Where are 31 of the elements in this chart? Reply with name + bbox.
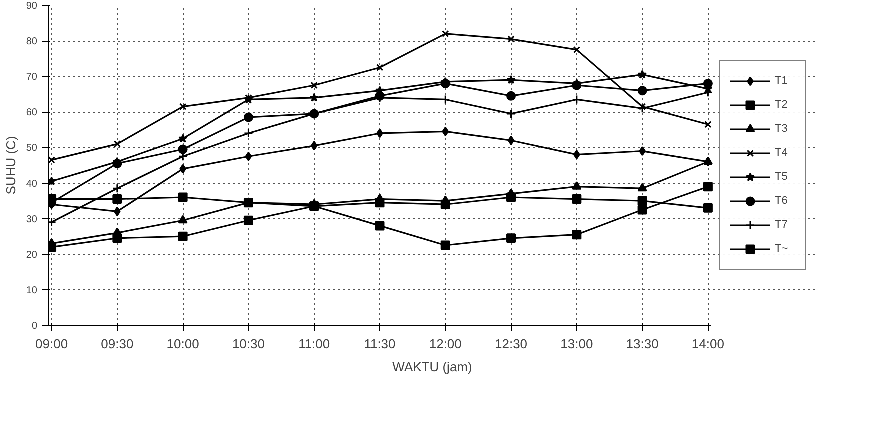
legend-label: T~ — [775, 243, 790, 255]
x-axis-title: WAKTU (jam) — [392, 360, 472, 374]
y-tick-label: 60 — [26, 108, 38, 119]
legend-label: T4 — [775, 147, 789, 159]
x-tick-label: 14:00 — [692, 336, 724, 352]
x-tick-label: 10:30 — [232, 336, 265, 352]
y-tick-label: 30 — [26, 214, 38, 226]
y-tick-label: 90 — [26, 1, 38, 12]
y-tick-label: 10 — [26, 285, 38, 296]
x-tick-label: 12:00 — [429, 336, 462, 352]
legend-label: T1 — [775, 75, 789, 87]
legend-label: T5 — [775, 171, 789, 183]
y-tick-label: 50 — [26, 143, 38, 154]
legend-label: T6 — [775, 195, 789, 207]
legend-label: T7 — [775, 219, 789, 231]
x-tick-label: 13:30 — [626, 336, 659, 352]
x-tick-label: 09:30 — [101, 336, 134, 352]
y-tick-label: 70 — [26, 72, 38, 84]
x-tick-label: 13:00 — [560, 336, 594, 352]
y-tick-label: 20 — [26, 250, 38, 261]
x-tick-label: 09:00 — [36, 336, 68, 352]
y-axis-title: SUHU (C) — [3, 136, 18, 195]
legend-label: T2 — [775, 99, 789, 111]
y-tick-label: 0 — [32, 321, 38, 332]
x-tick-label: 10:00 — [166, 336, 200, 352]
x-tick-label: 12:30 — [495, 336, 528, 352]
legend-label: T3 — [775, 123, 789, 135]
x-tick-label: 11:30 — [364, 336, 396, 352]
y-tick-label: 40 — [26, 178, 38, 190]
y-tick-label: 80 — [26, 36, 38, 48]
x-tick-label: 11:00 — [298, 336, 330, 352]
